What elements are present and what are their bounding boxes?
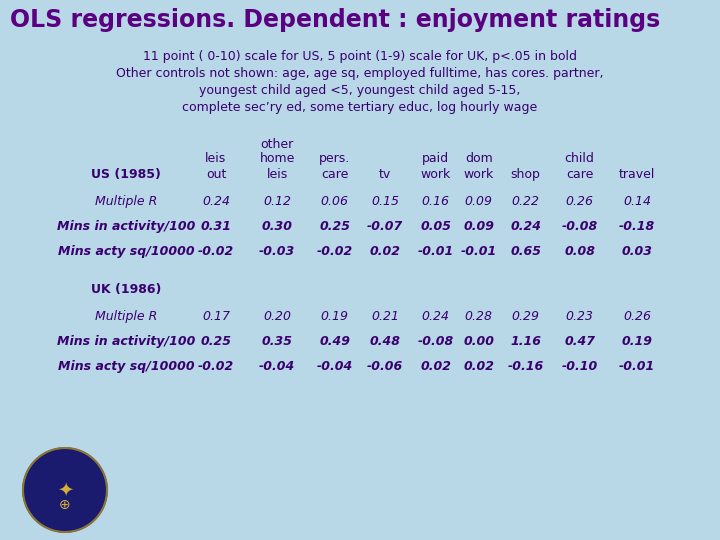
Text: -0.08: -0.08 <box>562 220 598 233</box>
Text: 0.65: 0.65 <box>510 245 541 258</box>
Text: pers.: pers. <box>319 152 351 165</box>
Text: UK (1986): UK (1986) <box>91 283 161 296</box>
Text: -0.04: -0.04 <box>259 360 295 373</box>
Text: 0.12: 0.12 <box>264 195 291 208</box>
Text: -0.18: -0.18 <box>619 220 655 233</box>
Text: -0.16: -0.16 <box>508 360 544 373</box>
Text: 0.02: 0.02 <box>420 360 451 373</box>
Text: ⊕: ⊕ <box>59 498 71 512</box>
Text: dom: dom <box>465 152 492 165</box>
Text: Mins in activity/100: Mins in activity/100 <box>57 220 195 233</box>
Text: 0.09: 0.09 <box>463 220 495 233</box>
Text: 0.19: 0.19 <box>321 310 348 323</box>
Text: 0.09: 0.09 <box>465 195 492 208</box>
Text: 0.03: 0.03 <box>621 245 653 258</box>
Text: travel: travel <box>619 168 655 181</box>
Text: -0.08: -0.08 <box>418 335 454 348</box>
Text: 0.24: 0.24 <box>202 195 230 208</box>
Text: 0.28: 0.28 <box>465 310 492 323</box>
Text: 0.29: 0.29 <box>512 310 539 323</box>
Text: 0.30: 0.30 <box>261 220 293 233</box>
Text: 0.24: 0.24 <box>422 310 449 323</box>
Text: Mins acty sq/10000: Mins acty sq/10000 <box>58 245 194 258</box>
Polygon shape <box>23 448 107 532</box>
Text: 0.21: 0.21 <box>372 310 399 323</box>
Text: 0.16: 0.16 <box>422 195 449 208</box>
Text: youngest child aged <5, youngest child aged 5-15,: youngest child aged <5, youngest child a… <box>199 84 521 97</box>
Text: 0.23: 0.23 <box>566 310 593 323</box>
Text: 0.48: 0.48 <box>369 335 401 348</box>
Text: 0.31: 0.31 <box>200 220 232 233</box>
Text: work: work <box>420 168 451 181</box>
Text: Mins in activity/100: Mins in activity/100 <box>57 335 195 348</box>
Text: 0.06: 0.06 <box>321 195 348 208</box>
Text: shop: shop <box>510 168 541 181</box>
Text: -0.02: -0.02 <box>198 360 234 373</box>
Text: Mins acty sq/10000: Mins acty sq/10000 <box>58 360 194 373</box>
Text: 0.08: 0.08 <box>564 245 595 258</box>
Text: Multiple R: Multiple R <box>95 195 157 208</box>
Text: leis: leis <box>266 168 288 181</box>
Text: 0.19: 0.19 <box>621 335 653 348</box>
Text: complete sec’ry ed, some tertiary educ, log hourly wage: complete sec’ry ed, some tertiary educ, … <box>182 101 538 114</box>
Text: -0.01: -0.01 <box>461 245 497 258</box>
Text: Other controls not shown: age, age sq, employed fulltime, has cores. partner,: Other controls not shown: age, age sq, e… <box>116 67 604 80</box>
Text: US (1985): US (1985) <box>91 168 161 181</box>
Text: 0.17: 0.17 <box>202 310 230 323</box>
Text: child: child <box>564 152 595 165</box>
Text: 0.02: 0.02 <box>463 360 495 373</box>
Text: 0.05: 0.05 <box>420 220 451 233</box>
Text: home: home <box>259 152 295 165</box>
Text: 0.24: 0.24 <box>510 220 541 233</box>
Text: 0.35: 0.35 <box>261 335 293 348</box>
Text: 0.47: 0.47 <box>564 335 595 348</box>
Text: 0.25: 0.25 <box>200 335 232 348</box>
Text: other: other <box>261 138 294 151</box>
Text: care: care <box>566 168 593 181</box>
Text: care: care <box>321 168 348 181</box>
Text: leis: leis <box>205 152 227 165</box>
Text: Multiple R: Multiple R <box>95 310 157 323</box>
Text: 0.15: 0.15 <box>372 195 399 208</box>
Text: -0.01: -0.01 <box>619 360 655 373</box>
Text: 11 point ( 0-10) scale for US, 5 point (1-9) scale for UK, p<.05 in bold: 11 point ( 0-10) scale for US, 5 point (… <box>143 50 577 63</box>
Text: -0.03: -0.03 <box>259 245 295 258</box>
Text: 0.00: 0.00 <box>463 335 495 348</box>
Text: 0.14: 0.14 <box>624 195 651 208</box>
Text: 0.20: 0.20 <box>264 310 291 323</box>
Text: 1.16: 1.16 <box>510 335 541 348</box>
Text: -0.02: -0.02 <box>317 245 353 258</box>
Text: 0.49: 0.49 <box>319 335 351 348</box>
Text: -0.06: -0.06 <box>367 360 403 373</box>
Text: 0.22: 0.22 <box>512 195 539 208</box>
Text: tv: tv <box>379 168 392 181</box>
Text: paid: paid <box>422 152 449 165</box>
Text: -0.01: -0.01 <box>418 245 454 258</box>
Text: 0.25: 0.25 <box>319 220 351 233</box>
Text: work: work <box>464 168 494 181</box>
Text: out: out <box>206 168 226 181</box>
Text: 0.26: 0.26 <box>624 310 651 323</box>
Text: -0.02: -0.02 <box>198 245 234 258</box>
Text: OLS regressions. Dependent : enjoyment ratings: OLS regressions. Dependent : enjoyment r… <box>10 8 660 32</box>
Text: ✦: ✦ <box>57 481 73 500</box>
Text: 0.02: 0.02 <box>369 245 401 258</box>
Text: -0.10: -0.10 <box>562 360 598 373</box>
Text: -0.07: -0.07 <box>367 220 403 233</box>
Polygon shape <box>30 455 100 525</box>
Text: -0.04: -0.04 <box>317 360 353 373</box>
Text: 0.26: 0.26 <box>566 195 593 208</box>
